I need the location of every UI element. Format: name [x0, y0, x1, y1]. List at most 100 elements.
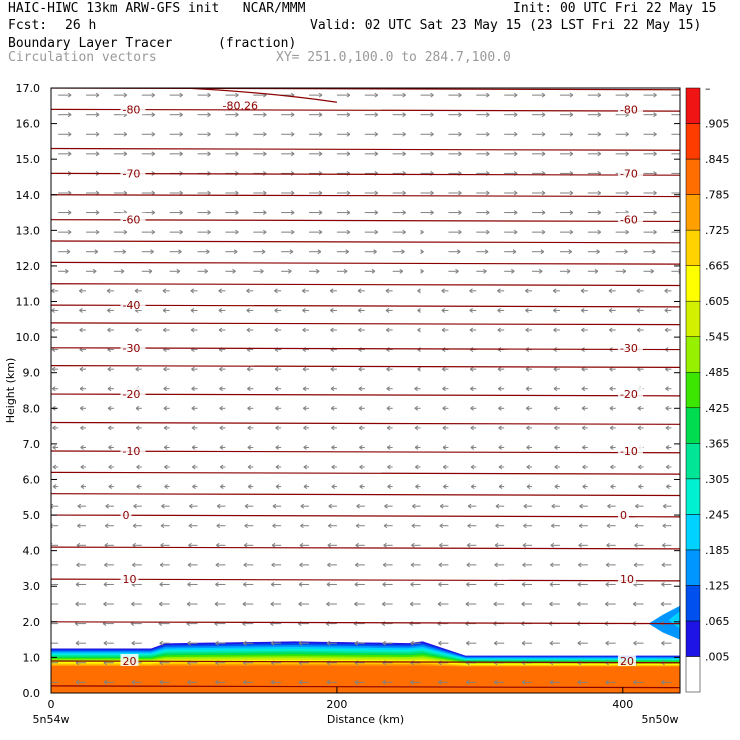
vector-head — [51, 602, 52, 606]
vector-head — [67, 229, 72, 235]
vector-head — [357, 308, 362, 313]
vector-head — [329, 288, 334, 294]
y-tick-label: 16.0 — [16, 118, 41, 131]
vector-head — [66, 249, 71, 255]
vector-head — [681, 113, 684, 117]
vector-head — [104, 562, 108, 568]
vector-head — [275, 425, 279, 431]
vector-head — [493, 601, 498, 607]
vector-head — [553, 386, 558, 392]
vector-head — [299, 562, 303, 568]
vector-head — [299, 542, 304, 548]
vector-head — [597, 112, 602, 118]
vector-head — [439, 542, 443, 548]
vector-head — [331, 464, 335, 470]
vector-head — [430, 190, 434, 196]
vector-head — [661, 562, 666, 568]
vector-head — [577, 562, 582, 568]
vector-head — [243, 640, 247, 646]
vector-head — [402, 229, 406, 235]
vector-head — [402, 112, 406, 118]
vector-head — [551, 503, 555, 509]
vector-head — [635, 503, 639, 509]
vector-head — [330, 386, 335, 392]
vector-head — [597, 92, 602, 98]
y-tick-label: 0.0 — [23, 687, 41, 700]
vector-head — [355, 523, 360, 529]
vector-head — [569, 210, 574, 215]
vector-head — [300, 503, 305, 509]
vector-head — [455, 268, 459, 274]
vector-head — [207, 229, 211, 235]
vector-head — [415, 484, 419, 490]
colorbar-label: .725 — [705, 224, 730, 237]
vector-head — [79, 386, 84, 392]
vector-head — [467, 503, 472, 509]
vector-head — [67, 92, 72, 98]
contour-label-bg — [617, 653, 636, 666]
vector-head — [470, 445, 475, 450]
vector-head — [525, 327, 529, 333]
vector-head — [219, 445, 224, 450]
vector-head — [318, 151, 323, 157]
vector-head — [214, 601, 219, 607]
vector-head — [303, 445, 307, 450]
vector-head — [263, 210, 267, 215]
y-tick-label: 4.0 — [23, 545, 41, 558]
vector-head — [554, 425, 558, 431]
vector-head — [51, 288, 55, 294]
vector-head — [638, 464, 642, 470]
vector-head — [80, 425, 84, 431]
vector-head — [597, 210, 602, 215]
contour-label-bg — [617, 387, 643, 400]
vector-head — [132, 523, 137, 529]
colorbar-cell — [685, 443, 701, 480]
vector-head — [163, 445, 168, 450]
vector-head — [159, 562, 164, 568]
vector-head — [625, 92, 629, 98]
vector-head — [151, 210, 156, 215]
vector-head — [636, 308, 641, 313]
vector-head — [469, 366, 474, 372]
vector-head — [331, 484, 336, 490]
vector-head — [625, 190, 629, 196]
vector-head — [486, 151, 490, 157]
temperature-contour-line — [51, 364, 680, 368]
colorbar-cell — [685, 656, 701, 693]
vector-head — [346, 151, 351, 157]
vector-head — [290, 210, 295, 215]
vector-head — [577, 679, 582, 685]
vector-head — [549, 640, 554, 646]
vector-head — [215, 679, 219, 685]
contour-label-bg — [617, 102, 643, 115]
colorbar-label: .245 — [705, 508, 730, 521]
vector-head — [151, 92, 156, 98]
vector-head — [52, 464, 57, 470]
temperature-contour-line — [51, 514, 680, 518]
vector-head — [358, 366, 362, 372]
vector-head — [187, 640, 191, 646]
vector-head — [653, 112, 657, 118]
vector-head — [106, 288, 111, 294]
vector-head — [215, 562, 220, 568]
vector-head — [577, 601, 581, 607]
x-tick-label: 400 — [612, 698, 633, 711]
vector-head — [414, 445, 419, 450]
vector-head — [79, 366, 84, 372]
vector-head — [92, 268, 97, 274]
vector-head — [346, 190, 351, 196]
vector-head — [204, 268, 208, 274]
vector-head — [354, 601, 358, 607]
vector-head — [191, 425, 196, 431]
x-tick-label: 0 — [48, 698, 55, 711]
vector-head — [417, 288, 421, 294]
vector-head — [420, 249, 424, 255]
vector-head — [580, 288, 585, 294]
vector-head — [346, 131, 351, 137]
vector-head — [290, 151, 295, 157]
contour-label-bg — [617, 212, 643, 225]
vector-head — [622, 268, 627, 274]
y-tick-label: 1.0 — [23, 651, 41, 664]
vector-head — [326, 640, 331, 646]
vector-head — [458, 210, 462, 215]
